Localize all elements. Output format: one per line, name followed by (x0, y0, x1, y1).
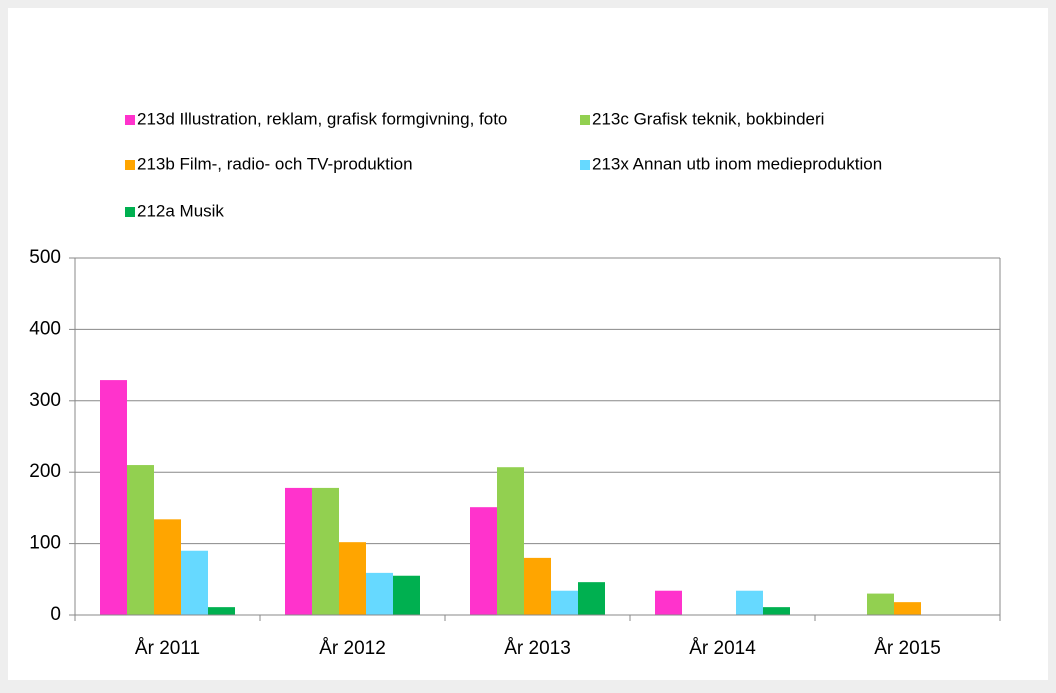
y-tick-label: 0 (50, 604, 61, 625)
x-tick-label: År 2013 (504, 638, 571, 659)
legend-label: 212a Musik (137, 201, 224, 220)
bar (366, 572, 393, 615)
legend-swatch (580, 160, 590, 170)
bar (154, 519, 181, 615)
bar (127, 465, 154, 615)
bar (470, 507, 497, 615)
bar (551, 590, 578, 615)
y-tick-label: 500 (29, 247, 61, 268)
legend-label: 213c Grafisk teknik, bokbinderi (592, 109, 824, 128)
y-tick-label: 200 (29, 461, 61, 482)
bar (100, 380, 127, 615)
bar (867, 593, 894, 615)
legend-label: 213d Illustration, reklam, grafisk formg… (137, 109, 507, 128)
y-tick-label: 100 (29, 533, 61, 554)
legend-label: 213x Annan utb inom medieproduktion (592, 154, 882, 173)
bar (524, 557, 551, 615)
bar (655, 590, 682, 615)
bar (393, 575, 420, 615)
legend-label: 213b Film-, radio- och TV-produktion (137, 154, 413, 173)
x-tick-label: År 2012 (319, 638, 386, 659)
bar (312, 487, 339, 615)
bar (497, 467, 524, 615)
legend-swatch (125, 115, 135, 125)
bar (578, 582, 605, 615)
legend-swatch (580, 115, 590, 125)
legend-swatch (125, 160, 135, 170)
bar (339, 542, 366, 615)
bar (736, 590, 763, 615)
x-tick-label: År 2015 (874, 638, 941, 659)
bar (208, 607, 235, 615)
y-tick-label: 300 (29, 390, 61, 411)
bar (894, 602, 921, 615)
x-tick-label: År 2011 (135, 638, 200, 659)
legend-swatch (125, 207, 135, 217)
bar (763, 607, 790, 615)
y-tick-label: 400 (29, 318, 61, 339)
bar (285, 487, 312, 615)
x-tick-label: År 2014 (689, 638, 756, 659)
bar (181, 550, 208, 615)
